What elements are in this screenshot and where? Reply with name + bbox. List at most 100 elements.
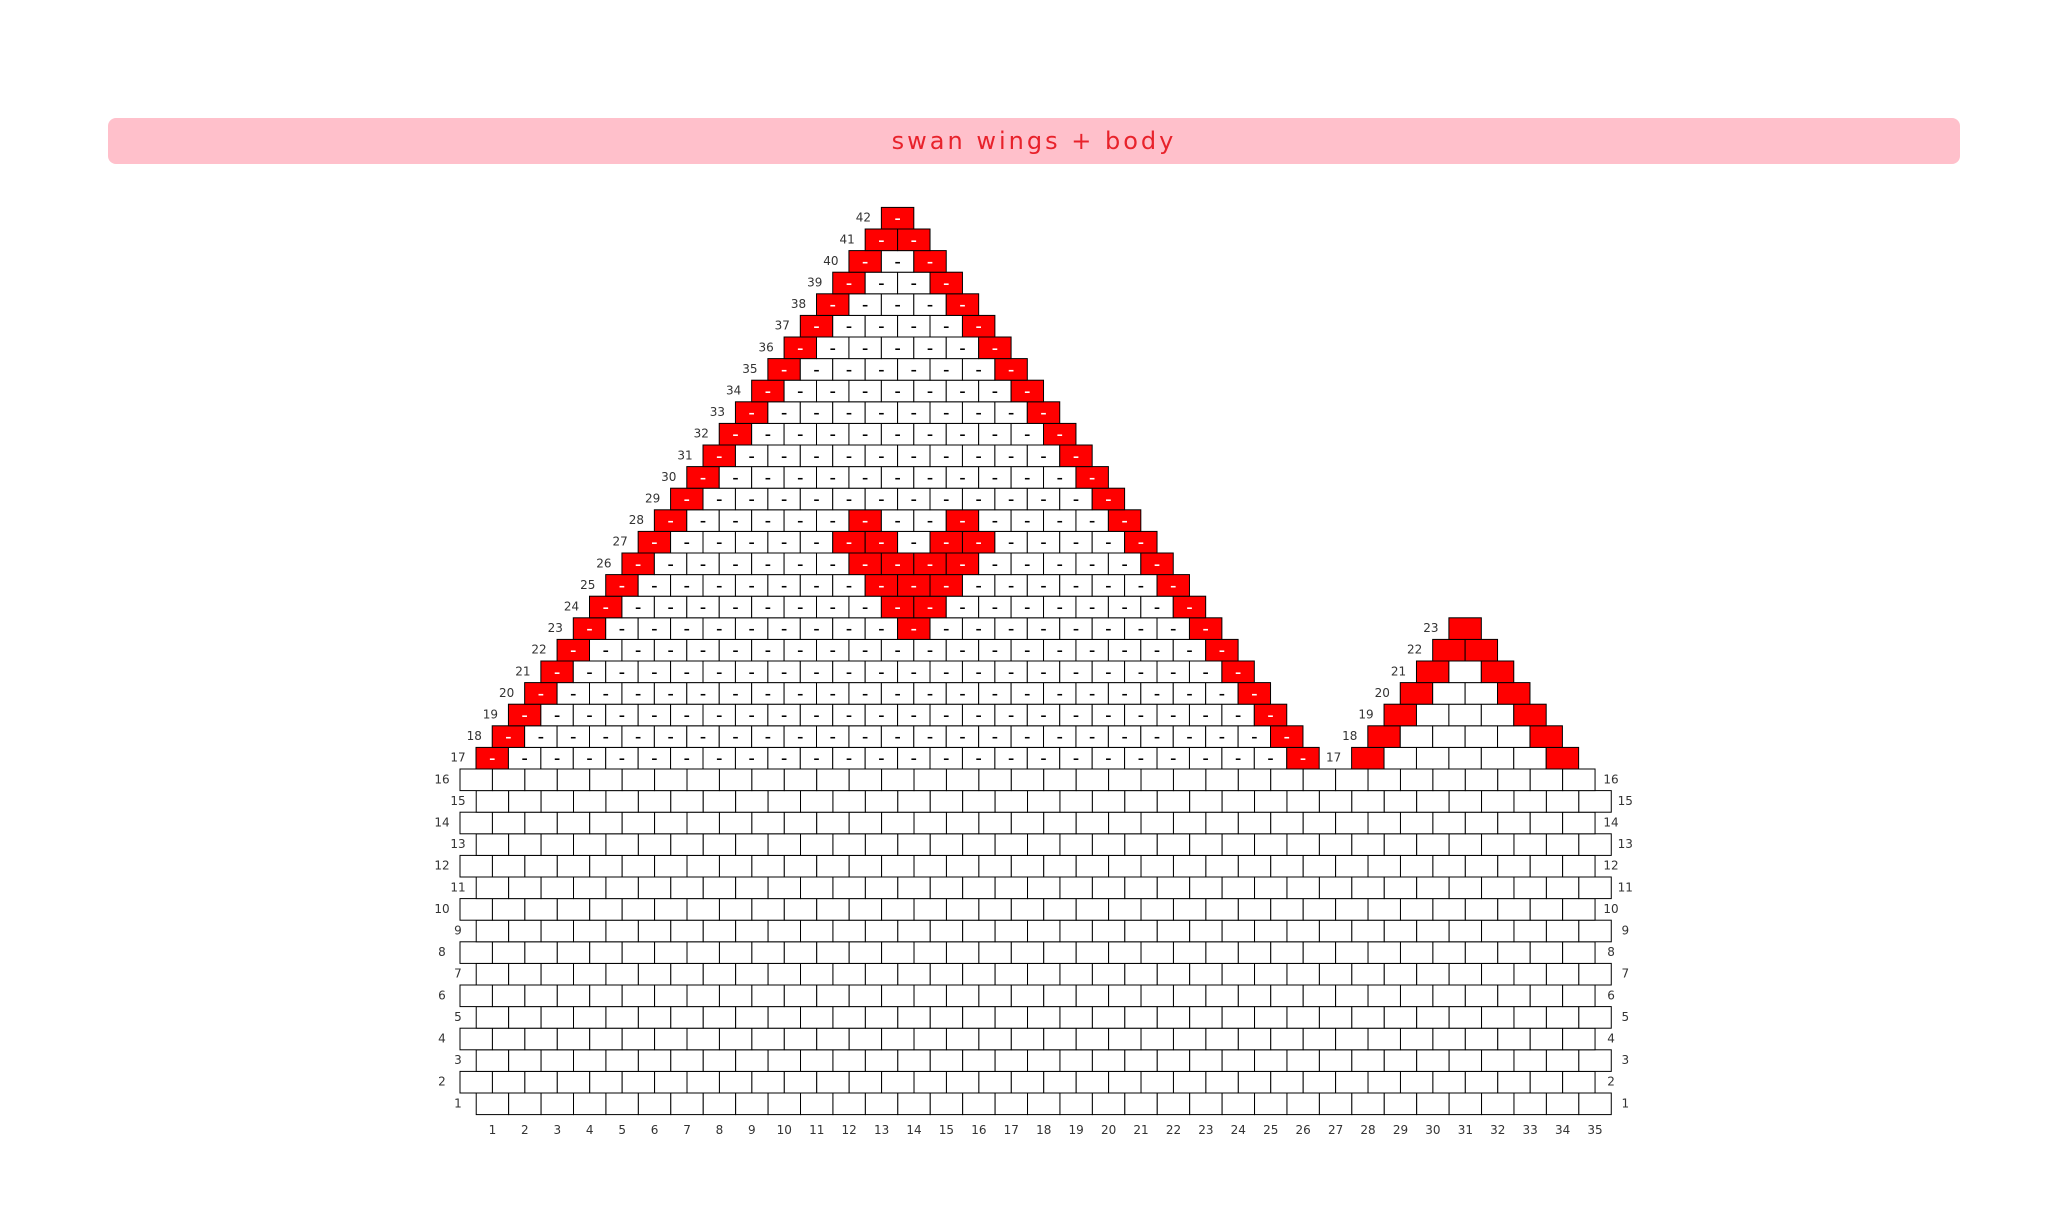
- bead-mark: –: [1008, 449, 1014, 463]
- body-bead: [718, 854, 753, 878]
- bead-rect: [1027, 962, 1061, 986]
- bead-rect: [459, 898, 493, 921]
- body-bead: [540, 833, 575, 856]
- bead-mark: –: [603, 601, 609, 615]
- bead-rect: [1432, 1070, 1466, 1094]
- body-bead: [1140, 898, 1174, 921]
- bead-rect: [816, 1070, 850, 1094]
- bead-rect: [1367, 854, 1401, 878]
- wing-bead: –: [1026, 444, 1061, 468]
- body-bead: [1189, 1049, 1223, 1072]
- body-bead: [783, 984, 818, 1008]
- bead-rect: [881, 1027, 915, 1051]
- wing-row-label: 17: [450, 751, 465, 765]
- bead-mark: –: [1089, 644, 1095, 658]
- body-bead: [1302, 811, 1337, 835]
- body-bead: [589, 941, 623, 964]
- body-bead: [540, 1049, 575, 1072]
- bead-rect: [1399, 941, 1434, 964]
- body-bead: [1562, 941, 1596, 964]
- wing-bead: –: [637, 617, 672, 640]
- body-bead: [767, 1049, 802, 1072]
- wing-bead: –: [702, 617, 736, 640]
- small-wing-bead: [1529, 725, 1563, 748]
- body-bead: [1367, 941, 1401, 964]
- wing-bead: –: [1156, 703, 1190, 727]
- bead-mark: –: [1073, 752, 1079, 766]
- bead-rect: [475, 1092, 510, 1116]
- wing-bead: –: [929, 314, 963, 338]
- wing-row-label: 29: [645, 492, 660, 506]
- bead-rect: [832, 1006, 866, 1029]
- bead-mark: –: [684, 536, 690, 550]
- wing-bead: –: [816, 422, 850, 446]
- body-bead: [735, 1049, 769, 1072]
- wing-bead: –: [767, 746, 801, 770]
- bead-rect: [1091, 1049, 1126, 1072]
- bead-rect: [475, 876, 510, 900]
- body-bead: [670, 1049, 704, 1072]
- wing-bead: –: [702, 444, 736, 468]
- bead-rect: [1286, 790, 1320, 813]
- bead-mark: –: [700, 644, 706, 658]
- body-bead: [1254, 1049, 1288, 1072]
- column-label: 28: [1360, 1123, 1375, 1137]
- bead-rect: [556, 811, 591, 835]
- bead-rect: [1108, 1027, 1142, 1051]
- body-bead: [1545, 962, 1580, 986]
- body-bead: [1432, 1070, 1466, 1094]
- bead-rect: [1010, 898, 1045, 921]
- bead-mark: –: [1057, 730, 1063, 744]
- wing-bead: –: [1010, 509, 1045, 532]
- wing-bead: –: [589, 595, 623, 619]
- bead-rect: [783, 1070, 818, 1094]
- bead-mark: –: [862, 341, 868, 355]
- bead-mark: –: [732, 687, 738, 701]
- body-bead: [508, 919, 542, 943]
- bead-mark: –: [1105, 752, 1111, 766]
- body-bead: [1254, 833, 1288, 856]
- wing-bead: –: [897, 530, 931, 554]
- bead-rect: [1172, 1070, 1207, 1094]
- wing-bead: –: [1075, 682, 1109, 705]
- bead-mark: –: [911, 363, 917, 377]
- bead-rect: [1270, 854, 1304, 878]
- body-bead: [1254, 962, 1288, 986]
- bead-mark: –: [1122, 557, 1128, 571]
- bead-mark: –: [927, 428, 933, 442]
- bead-rect: [978, 941, 1012, 964]
- wing-bead: –: [686, 509, 720, 532]
- body-bead: [864, 833, 899, 856]
- wing-bead: –: [1124, 617, 1158, 640]
- body-bead: [1416, 1092, 1450, 1116]
- bead-mark: –: [1073, 665, 1079, 679]
- bead-rect: [735, 790, 769, 813]
- bead-mark: –: [1138, 536, 1144, 550]
- body-bead: [1578, 919, 1612, 943]
- bead-rect: [1545, 833, 1580, 856]
- wing-bead: –: [670, 660, 704, 684]
- body-bead: [913, 941, 947, 964]
- bead-rect: [573, 962, 607, 986]
- bead-mark: –: [1024, 557, 1030, 571]
- wing-bead: –: [783, 595, 818, 619]
- bead-rect: [1156, 833, 1191, 856]
- body-bead: [1302, 1070, 1337, 1094]
- bead-mark: –: [1041, 622, 1047, 636]
- wing-bead: –: [1059, 530, 1093, 554]
- wing-bead: –: [1156, 574, 1190, 597]
- bead-rect: [1221, 833, 1256, 856]
- bead-rect: [913, 898, 947, 921]
- bead-mark: –: [668, 514, 674, 528]
- bead-mark: –: [943, 536, 949, 550]
- wing-row-label: 35: [742, 362, 757, 376]
- bead-rect: [881, 984, 915, 1008]
- column-label: 10: [777, 1123, 792, 1137]
- bead-mark: –: [1268, 752, 1274, 766]
- bead-mark: –: [943, 277, 949, 291]
- wing-bead: –: [1026, 617, 1061, 640]
- bead-rect: [1513, 919, 1547, 943]
- bead-mark: –: [1073, 709, 1079, 723]
- bead-rect: [1383, 790, 1418, 813]
- bead-rect: [1335, 768, 1369, 792]
